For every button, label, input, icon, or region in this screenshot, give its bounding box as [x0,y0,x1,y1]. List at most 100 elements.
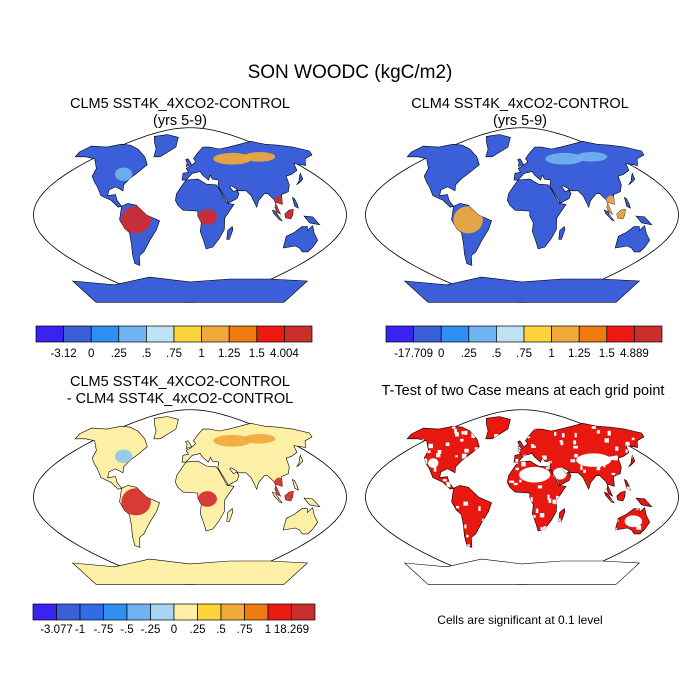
colorbar-swatch [267,603,292,621]
nonsignificant-cell [460,438,464,442]
nonsignificant-cell [456,505,460,509]
panel-title-clm4: CLM4 SST4K_4xCO2-CONTROL (yrs 5-9) [360,96,680,130]
continent-north-america [406,143,480,208]
colorbar-tick-label: 1.25 [218,348,240,360]
nonsignificant-cell [640,449,646,453]
significance-note: Cells are significant at 0.1 level [437,613,603,627]
nonsignificant-cell [532,515,536,518]
nonsignificant-cell [515,458,519,464]
colorbar-cb3: -3.077 -1 -.75 -.5 -.25 0 .25 .5 .75 1 18.269 [32,603,316,636]
hotspot-boreal-eurasia [575,151,608,162]
continent-antarctica [71,558,309,585]
nonsignificant-cell [640,549,643,554]
nonsignificant-cell [471,433,476,438]
nonsignificant-cell [610,456,615,460]
nonsignificant-cell [554,501,557,505]
continent-north-america [74,425,148,490]
nonsignificant-cell [515,467,520,471]
hotspot-boreal-eurasia [243,433,276,444]
nonsignificant-cell [442,479,447,482]
hotspot-north-america-east [114,449,133,464]
nonsignificant-cell [596,430,601,434]
colorbar-tick-label: -.75 [94,624,114,636]
nonsignificant-region [552,467,567,480]
panel-title-clm5: CLM5 SST4K_4XCO2-CONTROL (yrs 5-9) [20,96,340,130]
nonsignificant-cell [573,440,577,445]
continent-indochina-islands [623,196,631,209]
colorbar-tick-label: .5 [216,624,226,636]
colorbar-swatch [197,603,222,621]
nonsignificant-cell [560,440,564,446]
colorbar-tick-label: 1 [548,348,554,360]
nonsignificant-cell [513,482,518,486]
nonsignificant-cell [464,524,467,529]
nonsignificant-cell [455,455,458,458]
nonsignificant-cell [464,448,469,453]
continent-greenland [485,134,511,158]
map-panel-p2 [364,127,680,303]
nonsignificant-cell [561,433,565,438]
nonsignificant-cell [548,498,552,503]
continent-japan [628,172,636,186]
nonsignificant-cell [645,539,651,543]
colorbar-swatch [606,325,635,343]
colorbar-swatch [413,325,442,343]
nonsignificant-cell [425,450,431,454]
colorbar-tick-label: .5 [492,348,502,360]
colorbar-tick-label: 18.269 [274,624,309,636]
nonsignificant-cell [611,472,616,476]
colorbar-swatch [634,325,663,343]
colorbar-tick-label: .5 [142,348,152,360]
map-panel-p3 [32,409,348,585]
colorbar-swatch [468,325,497,343]
continent-britain [185,158,192,167]
nonsignificant-cell [570,459,576,463]
colorbar-tick-label: -1 [75,624,85,636]
nonsignificant-cell [596,466,601,471]
colorbar-swatch [256,325,285,343]
nonsignificant-cell [574,432,577,438]
colorbar-tick-label: .25 [111,348,127,360]
nonsignificant-cell [591,426,597,429]
nonsignificant-cell [466,534,469,538]
hotspot-boreal-eurasia [213,152,252,165]
colorbar-swatch [385,325,414,343]
colorbar-swatch [220,603,245,621]
continent-antarctica [71,276,309,303]
nonsignificant-cell [625,441,630,446]
continent-australia [614,225,651,253]
colorbar-cb2: -17.709 0 .25 .5 .75 1 1.25 1.5 4.889 [385,325,663,360]
colorbar-tick-label: -.25 [141,624,161,636]
continent-britain [517,158,524,167]
colorbar-swatch [173,325,202,343]
colorbar-tick-label: -3.077 [40,624,73,636]
continent-greenland [153,134,179,158]
nonsignificant-cell [464,430,468,435]
nonsignificant-cell [446,484,451,488]
nonsignificant-cell [461,453,467,459]
hotspot-central-africa [197,491,217,507]
nonsignificant-cell [552,499,557,504]
continent-britain [185,440,192,449]
nonsignificant-cell [623,426,627,429]
colorbar-tick-label: 1.25 [568,348,590,360]
colorbar-swatch [284,325,313,343]
nonsignificant-cell [546,467,550,470]
colorbar-swatch [201,325,230,343]
nonsignificant-cell [437,449,442,454]
colorbar-tick-label: -.5 [120,624,133,636]
colorbar-tick-label: 1 [198,348,204,360]
nonsignificant-cell [547,494,550,500]
nonsignificant-cell [530,497,533,502]
continent-australia [282,225,319,253]
nonsignificant-cell [535,508,539,514]
panel-title-line1: CLM5 SST4K_4XCO2-CONTROL [70,96,290,112]
colorbar-swatch [150,603,175,621]
colorbar-swatch [173,603,198,621]
colorbar-swatch [63,325,92,343]
nonsignificant-cell [580,465,583,471]
panel-title-difference: CLM5 SST4K_4XCO2-CONTROL - CLM4 SST4K_4x… [20,374,340,408]
continent-madagascar [226,508,234,522]
hotspot-north-america-east [114,167,133,182]
nonsignificant-cell [433,467,437,472]
